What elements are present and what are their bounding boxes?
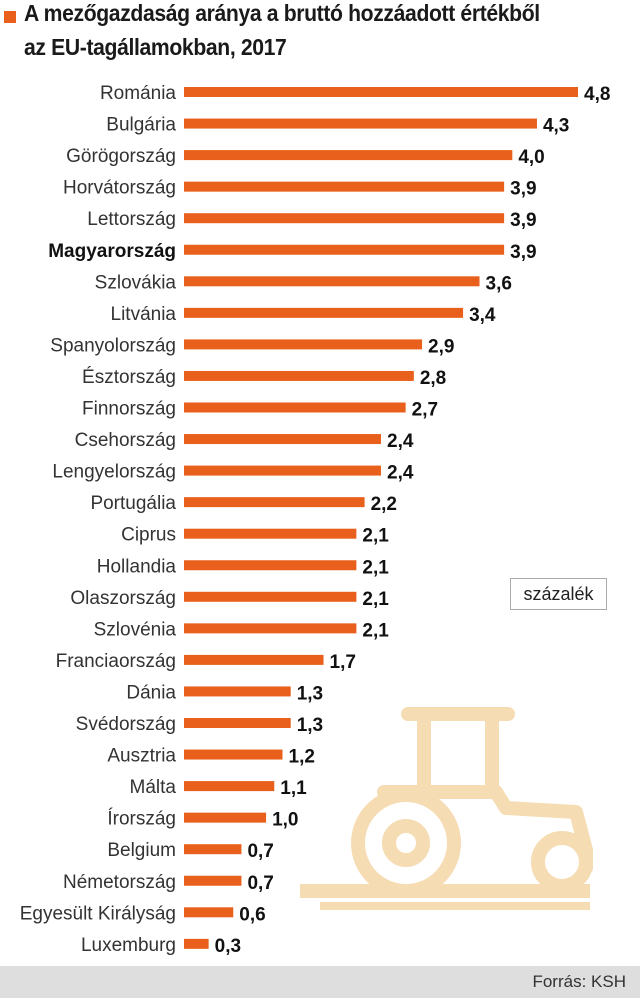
- category-label: Szlovénia: [94, 619, 177, 640]
- category-label: Észtország: [82, 367, 176, 388]
- bar: [184, 465, 381, 476]
- bar: [184, 623, 357, 634]
- bar: [184, 213, 505, 224]
- unit-label: százalék: [510, 578, 607, 610]
- bar: [184, 87, 578, 97]
- bar: [184, 402, 406, 413]
- value-label: 2,4: [387, 463, 414, 484]
- bar: [184, 718, 291, 728]
- bar: [184, 749, 283, 760]
- category-label: Franciaország: [56, 651, 176, 672]
- category-label: Ausztria: [107, 746, 176, 767]
- category-label: Belgium: [107, 840, 176, 861]
- bar: [184, 591, 357, 602]
- bar: [184, 844, 242, 855]
- value-label: 2,1: [362, 589, 389, 610]
- value-label: 3,4: [469, 305, 496, 326]
- category-label: Hollandia: [97, 556, 177, 577]
- chart-title-line-2: az EU-tagállamokban, 2017: [24, 34, 287, 60]
- bar: [184, 560, 357, 571]
- value-labels: 4,8 4,3 4,0 3,9 3,9 3,9 3,6 3,4 2,9 2,8 2,7 2,4 2,4 2…: [215, 84, 611, 957]
- category-label: Egyesült Királyság: [20, 903, 176, 924]
- category-label: Csehország: [75, 430, 176, 451]
- bar: [184, 339, 423, 350]
- value-label: 4,3: [543, 116, 569, 137]
- category-label: Románia: [100, 83, 176, 104]
- bar: [184, 781, 275, 792]
- bar: [184, 276, 480, 287]
- category-label: Szlovákia: [95, 272, 177, 293]
- source-text: Forrás: KSH: [532, 972, 626, 991]
- category-labels: Románia Bulgária Görögország Horvátország Le…: [20, 83, 177, 956]
- bar: [184, 938, 209, 949]
- bar: [184, 528, 357, 539]
- bar: [184, 370, 414, 381]
- category-label: Írország: [107, 809, 176, 830]
- category-label: Ciprus: [121, 525, 176, 546]
- category-label: Németország: [63, 872, 176, 893]
- value-label: 3,9: [510, 242, 536, 263]
- value-label: 1,3: [297, 683, 323, 704]
- bar: [184, 497, 365, 508]
- category-label: Litvánia: [111, 304, 177, 325]
- bar: [184, 907, 234, 918]
- category-label: Magyarország: [48, 241, 176, 262]
- category-label: Horvátország: [63, 178, 176, 199]
- value-label: 4,0: [518, 147, 544, 168]
- category-label: Dánia: [126, 682, 176, 703]
- category-label: Olaszország: [70, 588, 176, 609]
- value-label: 0,3: [215, 936, 241, 957]
- category-label: Finnország: [82, 399, 176, 420]
- value-label: 3,9: [510, 179, 536, 200]
- value-label: 1,3: [297, 715, 323, 736]
- value-label: 2,1: [362, 526, 389, 547]
- category-label: Lettország: [87, 209, 176, 230]
- category-label: Luxemburg: [81, 935, 176, 956]
- chart-title-line-1: A mezőgazdaság aránya a bruttó hozzáadot…: [24, 0, 540, 26]
- value-label: 1,2: [289, 747, 315, 768]
- category-label: Görögország: [66, 146, 176, 167]
- value-label: 4,8: [584, 84, 610, 105]
- value-label: 0,7: [247, 841, 273, 862]
- category-label: Lengyelország: [52, 462, 176, 483]
- bar: [184, 812, 267, 823]
- value-label: 2,8: [420, 368, 446, 389]
- value-label: 0,6: [239, 904, 265, 925]
- bar: [184, 244, 505, 255]
- value-label: 3,9: [510, 210, 536, 231]
- category-label: Portugália: [90, 493, 176, 514]
- value-label: 1,7: [330, 652, 356, 673]
- value-label: 2,1: [362, 620, 389, 641]
- category-label: Bulgária: [106, 115, 176, 136]
- bar-chart: Románia Bulgária Görögország Horvátország Le…: [20, 83, 611, 957]
- category-label: Svédország: [76, 714, 176, 735]
- chart-header: A mezőgazdaság aránya a bruttó hozzáadot…: [0, 0, 640, 72]
- value-label: 2,2: [371, 494, 397, 515]
- value-label: 2,1: [362, 557, 389, 578]
- bar: [184, 118, 537, 129]
- category-label: Málta: [130, 777, 177, 798]
- bar: [184, 181, 505, 192]
- bar: [184, 875, 242, 886]
- bar: [184, 150, 513, 161]
- bar: [184, 434, 381, 445]
- bar: [184, 654, 324, 665]
- value-label: 0,7: [247, 873, 273, 894]
- bar: [184, 686, 291, 697]
- value-label: 2,9: [428, 336, 454, 357]
- category-label: Spanyolország: [50, 335, 176, 356]
- title-marker: [4, 11, 16, 23]
- tractor-icon: [300, 707, 593, 910]
- value-label: 1,1: [280, 778, 307, 799]
- bar: [184, 307, 464, 318]
- value-label: 2,4: [387, 431, 414, 452]
- bars: [184, 87, 578, 949]
- value-label: 3,6: [486, 273, 512, 294]
- footer: Forrás: KSH: [0, 966, 640, 998]
- value-label: 2,7: [412, 400, 438, 421]
- value-label: 1,0: [272, 810, 298, 831]
